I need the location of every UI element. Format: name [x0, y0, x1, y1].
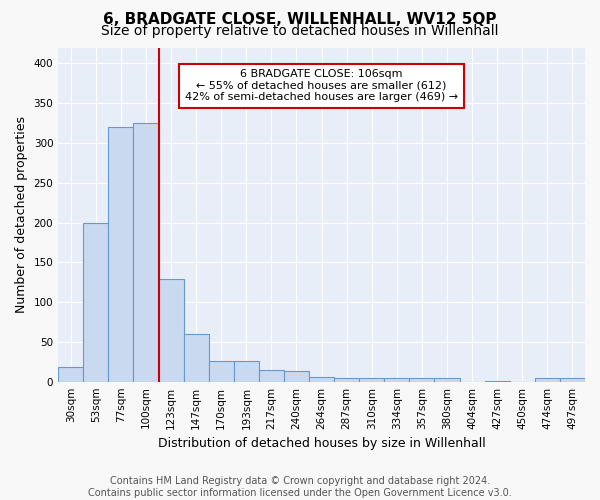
Bar [334, 378, 359, 382]
Bar [184, 334, 209, 382]
Bar [485, 381, 510, 382]
Bar [58, 368, 83, 382]
Text: Size of property relative to detached houses in Willenhall: Size of property relative to detached ho… [101, 24, 499, 38]
Y-axis label: Number of detached properties: Number of detached properties [15, 116, 28, 313]
Bar [409, 378, 434, 382]
Bar [133, 123, 158, 382]
Text: 6, BRADGATE CLOSE, WILLENHALL, WV12 5QP: 6, BRADGATE CLOSE, WILLENHALL, WV12 5QP [103, 12, 497, 26]
Text: 6 BRADGATE CLOSE: 106sqm
← 55% of detached houses are smaller (612)
42% of semi-: 6 BRADGATE CLOSE: 106sqm ← 55% of detach… [185, 69, 458, 102]
Bar [385, 378, 409, 382]
Bar [309, 377, 334, 382]
Text: Contains HM Land Registry data © Crown copyright and database right 2024.
Contai: Contains HM Land Registry data © Crown c… [88, 476, 512, 498]
Bar [209, 361, 234, 382]
Bar [109, 127, 133, 382]
Bar [359, 378, 385, 382]
X-axis label: Distribution of detached houses by size in Willenhall: Distribution of detached houses by size … [158, 437, 485, 450]
Bar [560, 378, 585, 382]
Bar [234, 361, 259, 382]
Bar [434, 378, 460, 382]
Bar [259, 370, 284, 382]
Bar [535, 378, 560, 382]
Bar [284, 370, 309, 382]
Bar [83, 224, 109, 382]
Bar [158, 279, 184, 382]
